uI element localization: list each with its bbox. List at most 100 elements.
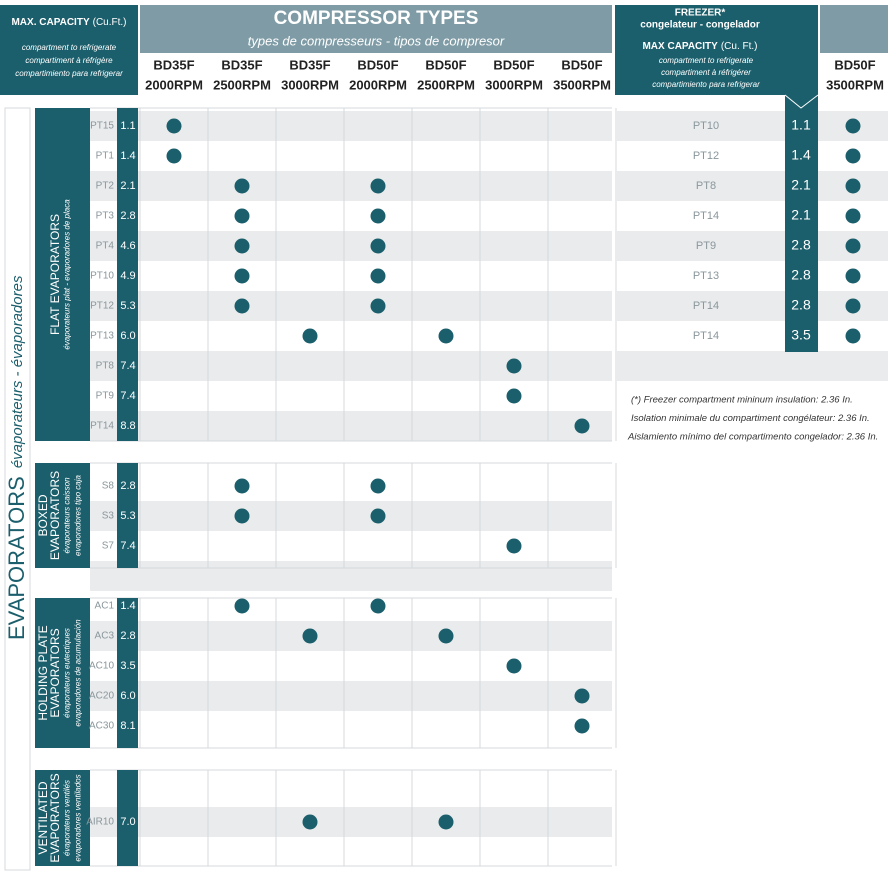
freezer-header xyxy=(615,5,818,95)
row-name: S8 xyxy=(102,481,115,492)
group-title: EVAPORATORS xyxy=(48,471,62,560)
compatibility-dot xyxy=(234,178,250,194)
compatibility-dot xyxy=(370,208,386,224)
capacity-note: compartimiento para refrigerar xyxy=(15,69,123,78)
column-model: BD50F xyxy=(493,57,534,72)
row-capacity: 1.1 xyxy=(791,117,811,133)
freezer-note: compartment to refrigerate xyxy=(659,56,754,65)
capacity-note: compartment to refrigerate xyxy=(22,43,117,52)
column-rpm: 2000RPM xyxy=(349,77,407,92)
column-model: BD35F xyxy=(221,57,262,72)
compatibility-dot xyxy=(845,238,861,254)
compatibility-dot xyxy=(506,538,522,554)
row-stripe xyxy=(90,351,612,381)
compatibility-dot xyxy=(438,628,454,644)
compatibility-dot xyxy=(506,388,522,404)
compatibility-dot xyxy=(370,268,386,284)
row-name: PT14 xyxy=(90,421,114,432)
row-name: PT10 xyxy=(693,120,719,132)
compatibility-dot xyxy=(574,688,590,704)
row-capacity: 6.0 xyxy=(120,330,135,342)
row-name: AC30 xyxy=(89,721,114,732)
row-capacity: 1.4 xyxy=(120,150,135,162)
row-capacity: 4.6 xyxy=(120,240,135,252)
compatibility-dot xyxy=(845,178,861,194)
freezer-column-rpm: 3500RPM xyxy=(826,77,884,92)
row-stripe xyxy=(90,171,612,201)
freezer-capacity-column xyxy=(785,5,818,352)
row-name: PT14 xyxy=(693,210,719,222)
compatibility-dot xyxy=(845,148,861,164)
column-model: BD35F xyxy=(289,57,330,72)
side-subtitle: évaporateurs - évaporadores xyxy=(9,275,26,468)
row-stripe xyxy=(90,681,612,711)
group-subtitle: evaporadores ventilados xyxy=(74,774,83,861)
row-capacity: 5.3 xyxy=(120,300,135,312)
compatibility-dot xyxy=(506,358,522,374)
footnote: Aislamiento mínimo del compartimento con… xyxy=(627,432,878,443)
freezer-capacity-text: MAX CAPACITY xyxy=(642,41,718,52)
row-name: PT4 xyxy=(96,241,115,252)
group-title: EVAPORATORS xyxy=(48,773,62,862)
compatibility-dot xyxy=(845,208,861,224)
row-name: AC10 xyxy=(89,661,114,672)
capacity-title: MAX. CAPACITY (Cu.Ft.) xyxy=(11,17,126,28)
row-capacity: 1.1 xyxy=(120,120,135,132)
freezer-note: compartiment à réfrigérer xyxy=(661,68,751,77)
row-name: PT13 xyxy=(90,331,114,342)
column-rpm: 2000RPM xyxy=(145,77,203,92)
group-subtitle: évaporateurs eutectiques xyxy=(63,628,72,718)
row-stripe xyxy=(90,291,612,321)
compatibility-dot xyxy=(370,238,386,254)
row-capacity: 2.8 xyxy=(791,297,811,313)
row-name: PT14 xyxy=(693,300,719,312)
compressor-header xyxy=(140,5,612,53)
group-subtitle: evaporadores tipo caja xyxy=(74,474,83,555)
row-stripe xyxy=(615,291,888,321)
group-label-box xyxy=(35,598,90,748)
row-capacity: 3.5 xyxy=(120,660,135,672)
compatibility-dot xyxy=(370,298,386,314)
column-model: BD50F xyxy=(425,57,466,72)
row-capacity: 3.5 xyxy=(791,327,811,343)
row-name: PT1 xyxy=(96,151,115,162)
column-rpm: 3000RPM xyxy=(281,77,339,92)
row-stripe xyxy=(90,807,612,837)
compatibility-dot xyxy=(302,328,318,344)
row-name: AC20 xyxy=(89,691,114,702)
compatibility-dot xyxy=(845,118,861,134)
compatibility-dot xyxy=(234,298,250,314)
compatibility-dot xyxy=(234,508,250,524)
compatibility-dot xyxy=(845,298,861,314)
column-rpm: 3500RPM xyxy=(553,77,611,92)
group-title: VENTILATED xyxy=(36,781,50,854)
capacity-column xyxy=(117,770,138,866)
row-capacity: 2.8 xyxy=(791,267,811,283)
compatibility-dot xyxy=(234,208,250,224)
column-rpm: 2500RPM xyxy=(417,77,475,92)
group-title: EVAPORATORS xyxy=(48,628,62,717)
group-label-box xyxy=(35,770,90,866)
row-capacity: 7.4 xyxy=(120,390,135,402)
compatibility-dot xyxy=(370,508,386,524)
row-capacity: 5.3 xyxy=(120,510,135,522)
row-stripe xyxy=(615,171,888,201)
ribbon-notch xyxy=(117,95,138,108)
row-name: PT9 xyxy=(96,391,115,402)
compatibility-dot xyxy=(574,418,590,434)
row-name: PT10 xyxy=(90,271,114,282)
compatibility-dot xyxy=(166,148,182,164)
capacity-column xyxy=(117,463,138,568)
compatibility-dot xyxy=(845,328,861,344)
header-title: COMPRESSOR TYPES xyxy=(274,8,479,29)
capacity-column xyxy=(117,598,138,748)
row-name: PT15 xyxy=(90,121,114,132)
group-subtitle: évaporateurs ventilés xyxy=(63,780,72,856)
freezer-capacity-unit: (Cu. Ft.) xyxy=(721,41,758,52)
column-model: BD50F xyxy=(357,57,398,72)
row-stripe xyxy=(90,621,612,651)
compatibility-dot xyxy=(370,178,386,194)
row-name: AC3 xyxy=(95,631,115,642)
column-model: BD50F xyxy=(561,57,602,72)
